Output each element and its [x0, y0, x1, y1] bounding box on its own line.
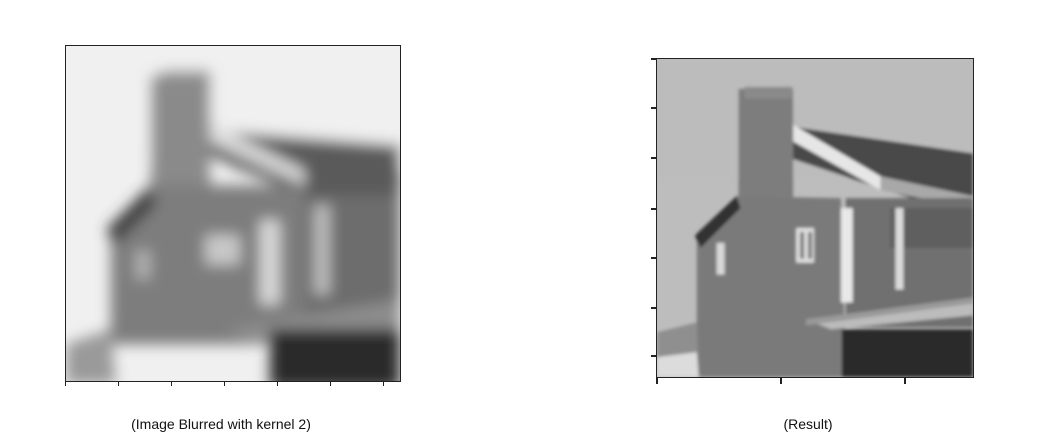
left-x-tick — [330, 382, 331, 386]
result-house-image — [657, 59, 973, 377]
right-x-tick — [780, 378, 782, 384]
right-y-tick — [651, 157, 656, 159]
right-x-tick — [904, 378, 906, 384]
left-x-tick — [171, 382, 172, 386]
result-image-frame — [656, 58, 974, 378]
blurred-image-frame — [65, 45, 401, 382]
blurred-house-image — [66, 46, 400, 381]
right-y-tick — [651, 107, 656, 109]
right-caption: (Result) — [783, 416, 833, 432]
left-x-tick — [383, 382, 384, 386]
left-x-tick — [118, 382, 119, 386]
right-y-tick — [651, 307, 656, 309]
right-x-tick — [656, 378, 658, 384]
left-x-tick — [224, 382, 225, 386]
right-y-tick — [651, 355, 656, 357]
left-x-tick — [65, 382, 66, 386]
left-caption: (Image Blurred with kernel 2) — [131, 416, 311, 432]
right-y-tick — [651, 257, 656, 259]
right-y-tick — [651, 208, 656, 210]
left-x-tick — [277, 382, 278, 386]
right-y-tick — [651, 58, 656, 60]
